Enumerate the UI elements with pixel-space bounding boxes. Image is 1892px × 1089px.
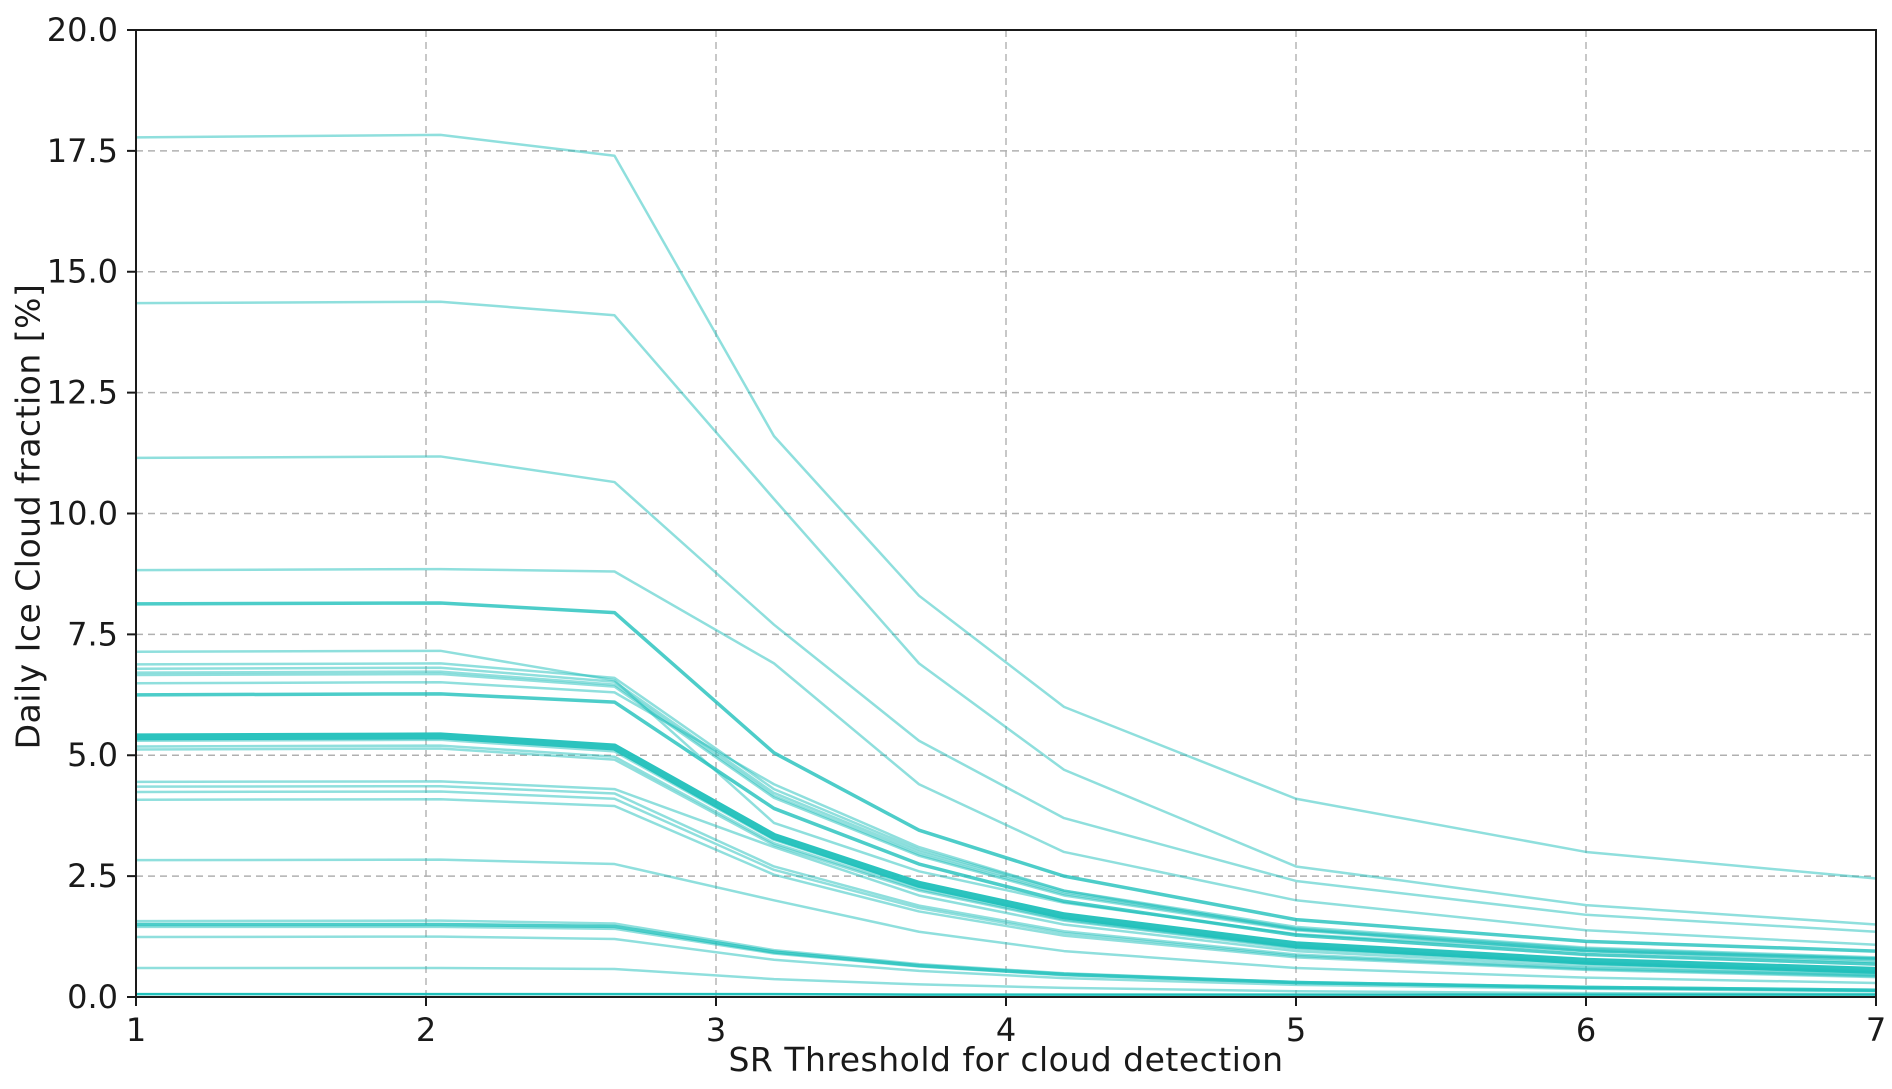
series-line-profile-05 bbox=[135, 601, 1877, 953]
y-tick-label: 2.5 bbox=[67, 857, 118, 895]
y-tick-label: 10.0 bbox=[47, 494, 118, 532]
y-tick-label: 12.5 bbox=[47, 374, 118, 412]
series-line-profile-06 bbox=[135, 649, 1877, 960]
series-line-profile-03 bbox=[135, 455, 1877, 933]
series-line-profile-26 bbox=[136, 966, 1877, 996]
y-axis-label: Daily Ice Cloud fraction [%] bbox=[8, 283, 48, 750]
x-tick-label: 1 bbox=[126, 1011, 146, 1049]
series-line-profile-02 bbox=[135, 300, 1877, 926]
x-tick-label: 5 bbox=[1286, 1011, 1306, 1049]
grid-lines bbox=[136, 30, 1876, 997]
x-tick-label: 3 bbox=[706, 1011, 726, 1049]
series-lines bbox=[135, 133, 1877, 996]
series-line-profile-11 bbox=[135, 680, 1877, 964]
y-tick-label: 20.0 bbox=[47, 11, 118, 49]
series-line-profile-25 bbox=[135, 935, 1877, 993]
series-line-profile-01 bbox=[135, 133, 1877, 880]
series-line-profile-20 bbox=[135, 797, 1877, 979]
x-tick-label: 6 bbox=[1576, 1011, 1596, 1049]
series-line-profile-04 bbox=[135, 567, 1877, 947]
y-tick-label: 17.5 bbox=[47, 132, 118, 170]
series-line-profile-12 bbox=[135, 692, 1877, 966]
y-tick-label: 15.0 bbox=[47, 253, 118, 291]
x-axis-label: SR Threshold for cloud detection bbox=[728, 1040, 1284, 1079]
tick-labels: 1 2 3 4 5 6 7 0.0 2.5 5.0 7.5 10.0 12.5 15.0 17.5 20.0 bbox=[47, 11, 1886, 1049]
y-tick-label: 5.0 bbox=[67, 736, 118, 774]
x-tick-label: 4 bbox=[996, 1011, 1016, 1049]
series-line-profile-23 bbox=[136, 922, 1877, 992]
series-line-profile-13 bbox=[135, 732, 1877, 974]
y-tick-label: 7.5 bbox=[67, 615, 118, 653]
x-tick-label: 7 bbox=[1866, 1011, 1886, 1049]
series-line-profile-17 bbox=[135, 780, 1877, 977]
y-tick-label: 0.0 bbox=[67, 978, 118, 1016]
x-tick-label: 2 bbox=[416, 1011, 436, 1049]
axis-ticks bbox=[127, 29, 1877, 1006]
series-line-profile-21 bbox=[135, 858, 1877, 985]
